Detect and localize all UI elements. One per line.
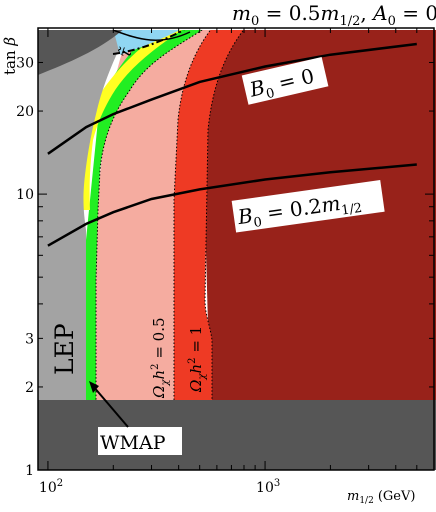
- omega-05-label: Ωχh2 = 0.5: [150, 317, 171, 399]
- y-tick-labels: 1 2 3 10 20 30: [16, 55, 34, 479]
- svg-text:B0 = 0.2m1/2: B0 = 0.2m1/2: [235, 188, 363, 233]
- axis-ticks: [37, 27, 435, 471]
- wmap-arrow: [92, 385, 129, 428]
- wmap-arrowhead: [89, 381, 99, 393]
- x-tick-labels: 102 103: [39, 478, 280, 496]
- omega-1-contour: [204, 30, 245, 400]
- lep-gray-region: [38, 30, 129, 400]
- x-tick-label: 103: [256, 478, 280, 496]
- pink-region: [95, 30, 211, 400]
- dark-gray-bottom: [38, 400, 436, 470]
- wmap-label: WMAP: [100, 432, 166, 454]
- stau-border-2: [112, 30, 191, 41]
- red-region: [172, 30, 244, 400]
- y-tick-label: 20: [16, 104, 34, 120]
- dark-gray-corner: [38, 30, 123, 75]
- green-band-border: [95, 30, 203, 400]
- b0-02-curve: [47, 163, 417, 247]
- plot-frame: [37, 27, 435, 471]
- y-tick-label: 1: [25, 463, 34, 479]
- lep-label: LEP: [50, 323, 79, 375]
- omega-1-label: Ωχh2 = 1: [187, 326, 208, 393]
- y-tick-label: 3: [25, 331, 34, 347]
- chart-title: m0 = 0.5m1/2, A0 = 0: [232, 1, 436, 29]
- y-axis-label: tan β: [1, 37, 19, 75]
- wmap-label-box: [98, 427, 182, 455]
- b0-02-label: B0 = 0.2m1/2: [231, 179, 385, 233]
- y-tick-label: 10: [16, 187, 34, 203]
- b0-zero-curve: [47, 42, 417, 155]
- yellow-band: [82, 30, 183, 210]
- y-tick-label: 30: [16, 55, 34, 71]
- x-axis-label: m1/2 (GeV): [347, 489, 415, 506]
- y-tick-label: 2: [25, 380, 34, 396]
- omega-05-contour: [173, 30, 212, 400]
- x-tick-label: 102: [39, 478, 63, 496]
